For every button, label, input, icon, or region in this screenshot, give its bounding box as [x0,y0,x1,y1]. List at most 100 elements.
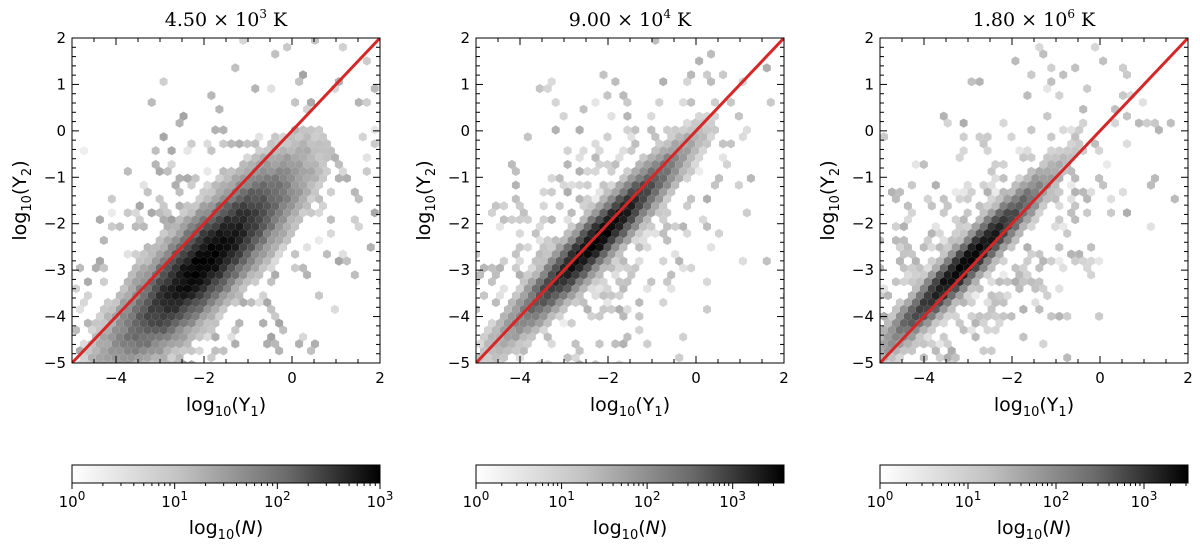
hexbin-cell [195,291,204,301]
hexbin-cell [615,153,624,163]
hexbin-cell [279,187,288,197]
hexbin-cell [951,187,960,197]
hexbin-cell [291,249,300,259]
hexbin-cell [1023,270,1032,280]
hexbin-cell [647,277,656,287]
hexbin-cell [115,332,124,342]
hexbin-cell [87,325,96,335]
hexbin-cell [191,270,200,280]
hexbin-cell [511,166,520,176]
hexbin-cell [307,180,315,190]
hexbin-cell [1087,242,1096,252]
y-tick-label: −2 [448,215,470,233]
hexbin-cell [155,277,164,287]
hexbin-cell [488,360,496,363]
hexbin-cell [911,339,920,349]
hexbin-cell [951,215,960,225]
hexbin-cell [338,249,347,259]
hexbin-cell [211,125,220,135]
hexbin-cell [591,277,600,287]
hexbin-cell [123,208,132,218]
hexbin-cell [635,215,644,225]
hexbin-cell [499,215,508,225]
hexbin-cell [107,222,116,232]
hexbin-cell [1011,194,1020,204]
hexbin-cell [707,77,715,87]
hexbin-cell [955,249,964,259]
hexbin-cell [975,77,984,87]
colorbar-tick-label: 101 [955,489,982,511]
hexbin-cell [963,277,972,287]
hexbin-cell [635,242,644,252]
hexbin-cell [127,284,136,294]
hexbin-cell [923,277,932,287]
hexbin-cell [535,360,544,363]
hexbin-cell [663,166,672,176]
hexbin-cell [151,242,160,252]
hexbin-cell [1119,63,1127,73]
hexbin-cell [1083,263,1092,273]
hexbin-cell [283,194,292,204]
hexbin-cell [519,291,528,301]
hexbin-cell [227,332,236,342]
hexbin-cell [1019,332,1028,342]
hexbin-cell [354,97,363,107]
hexbin-cell [539,242,548,252]
hexbin-cell [651,228,660,239]
hexbin-cell [671,166,680,176]
hexbin-cell [267,194,276,204]
hexbin-cell [1079,187,1088,197]
hexbin-cell [543,318,552,328]
hexbin-cell [543,263,552,273]
hexbin-cell [311,132,319,142]
hexbin-cell [615,180,624,190]
hexbin-cell [659,256,668,266]
hexbin-cell [231,173,240,183]
hexbin-cell [115,346,124,356]
hexbin-cell [275,166,284,176]
hexbin-cell [334,256,343,266]
hexbin-cell [1055,242,1064,252]
hexbin-cell [935,242,944,252]
hexbin-cell [734,111,743,121]
hexbin-cell [1063,228,1072,239]
hexbin-cell [299,125,307,135]
hexbin-cell [199,297,208,308]
hexbin-cell [491,201,500,211]
hexbin-cell [935,353,944,363]
hexbin-cell [187,249,196,259]
hexbin-cell [488,208,496,218]
hexbin-cell [199,325,208,335]
hexbin-cell [183,228,192,239]
hexbin-cell [307,153,315,163]
hexbin-cell [635,256,644,266]
hexbin-cell [179,291,188,301]
hexbin-cell [259,208,268,218]
hexbin-cell [195,304,204,314]
hexbin-cell [1031,215,1040,225]
hexbin-cell [151,256,160,266]
hexbin-cell [907,180,916,190]
hexbin-cell [207,228,216,239]
hexbin-cell [888,311,896,321]
hexbin-cell [1035,180,1044,190]
hexbin-cell [547,215,556,225]
hexbin-cell [951,228,960,239]
hexbin-cell [1067,180,1076,190]
hexbin-cell [547,311,556,321]
hexbin-cell [579,270,588,280]
hexbin-cell [971,291,980,301]
hexbin-cell [267,332,276,342]
hexbin-cell [931,222,940,232]
hexbin-cell [583,304,592,314]
hexbin-cell [299,166,307,176]
hexbin-cell [1119,187,1127,197]
hexbin-cell [607,208,616,218]
hexbin-cell [519,208,528,218]
hexbin-cell [155,304,164,314]
hexbin-cell [163,208,172,218]
hexbin-cell [259,249,268,259]
hexbin-cell [711,97,719,107]
hexbin-cell [1087,187,1096,197]
